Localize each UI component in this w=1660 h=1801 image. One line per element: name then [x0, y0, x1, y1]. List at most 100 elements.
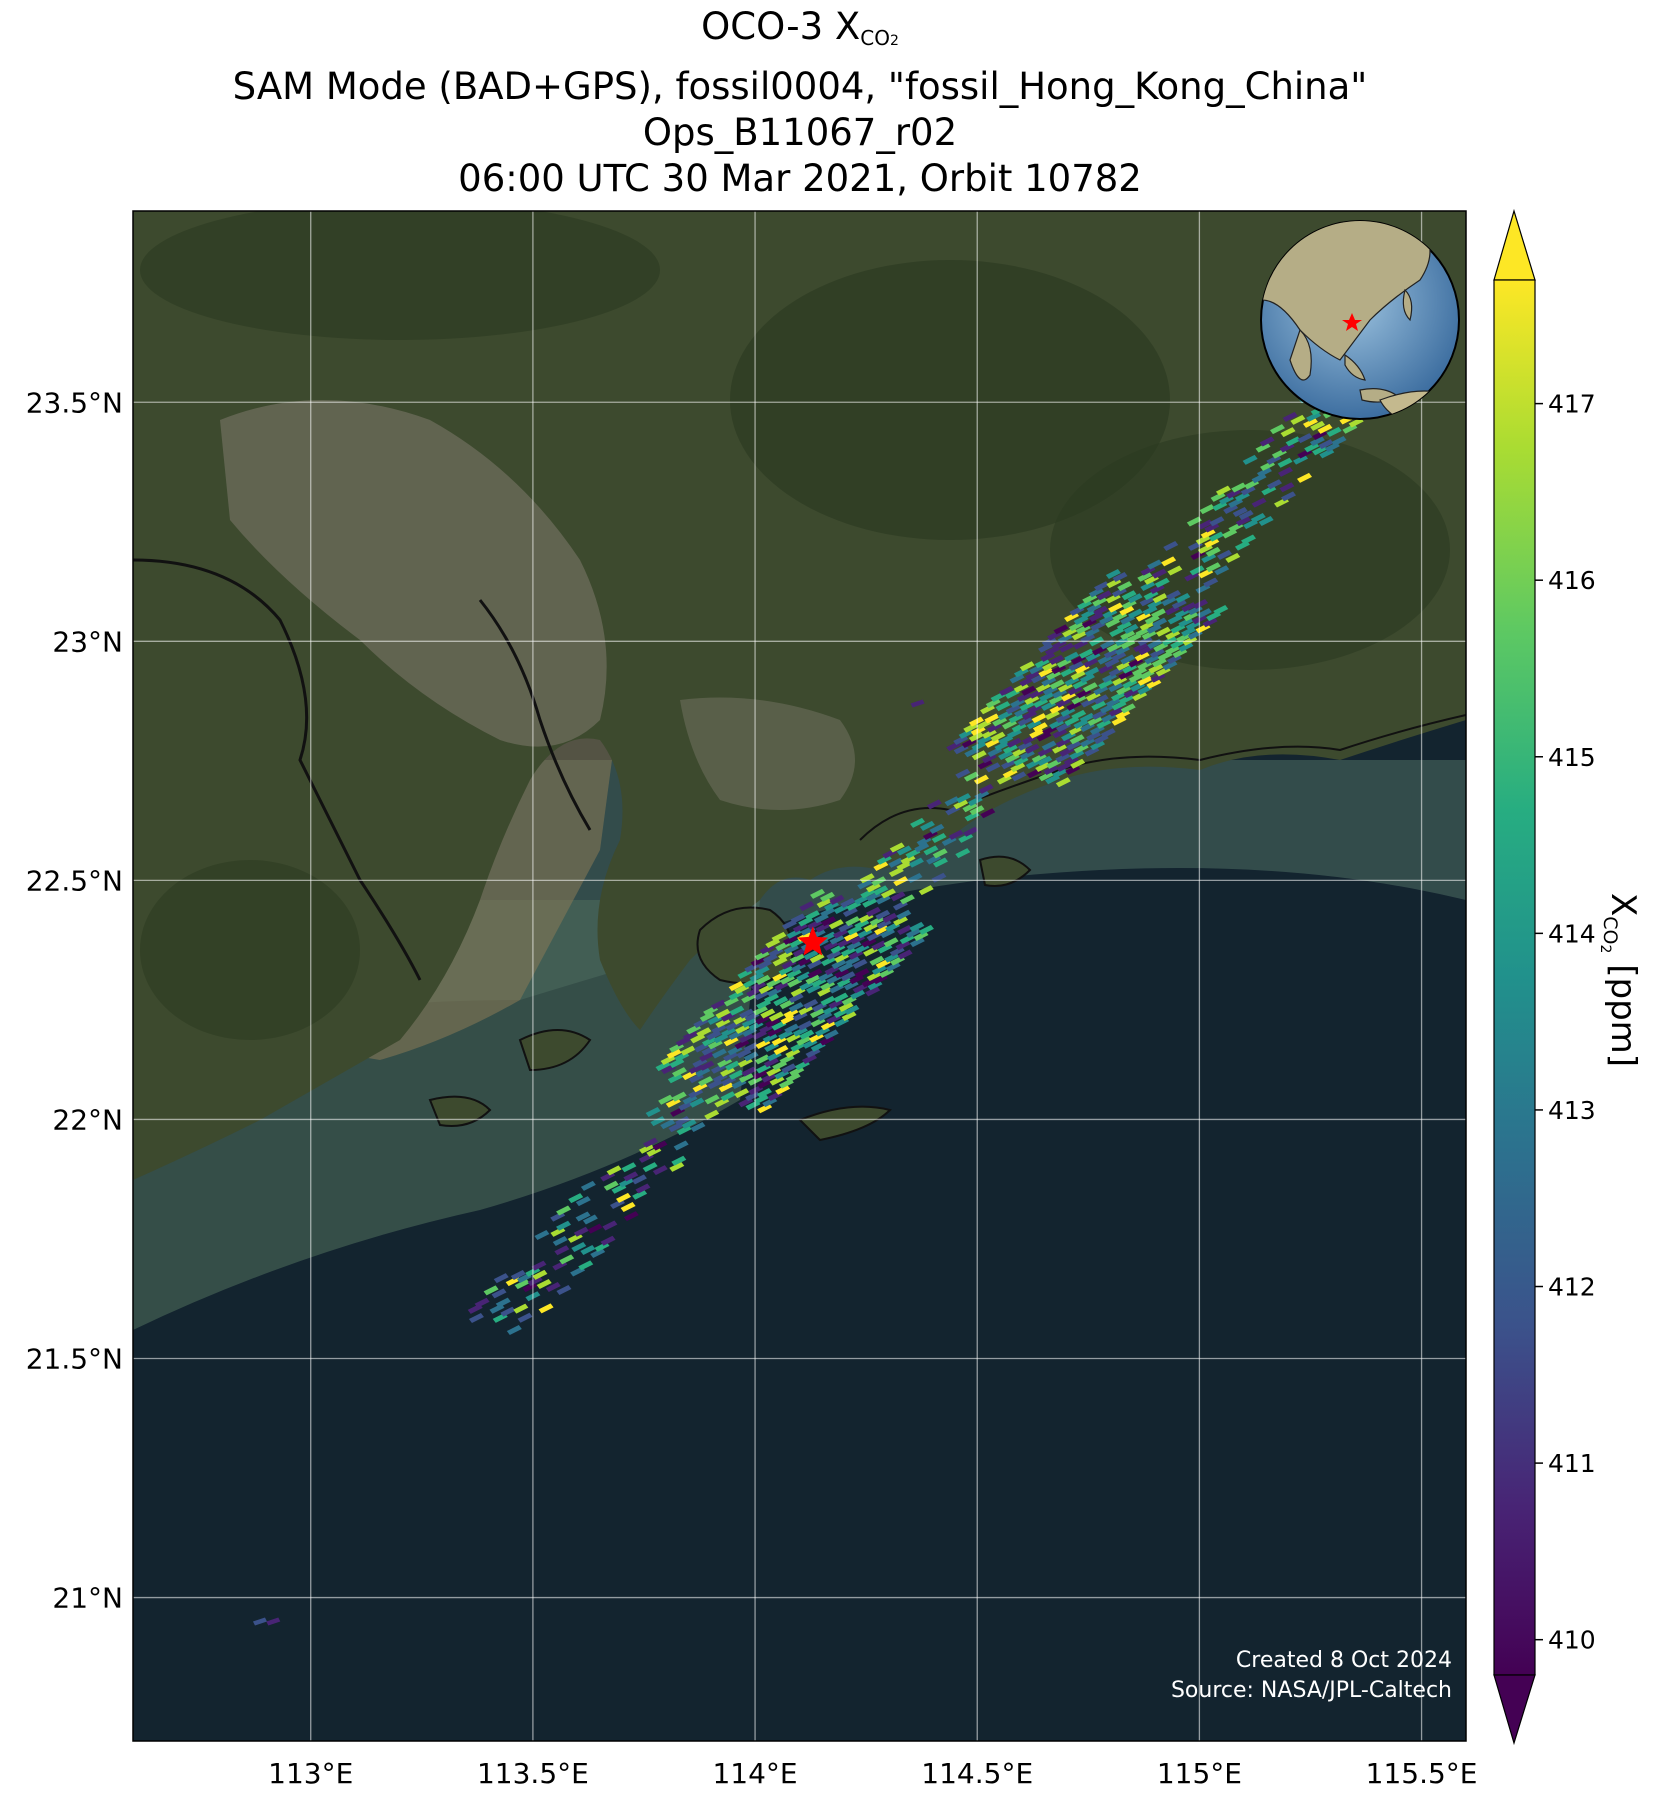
co2-footprint: [790, 913, 806, 924]
co2-footprint: [738, 1033, 754, 1044]
co2-footprint: [1035, 682, 1051, 693]
co2-footprint: [828, 919, 844, 930]
co2-footprint: [1223, 503, 1239, 514]
co2-footprint: [1029, 728, 1045, 739]
co2-footprint: [754, 990, 770, 1001]
co2-footprint: [1103, 648, 1119, 659]
co2-footprint: [728, 981, 744, 992]
co2-footprint: [753, 1094, 769, 1105]
co2-footprint: [741, 993, 757, 1004]
co2-footprint: [650, 1116, 666, 1127]
stray-footprints: [252, 699, 925, 1626]
co2-footprint: [1178, 617, 1194, 628]
co2-footprint: [1043, 765, 1059, 776]
co2-footprint: [1064, 612, 1080, 623]
co2-footprint: [1070, 758, 1086, 769]
co2-footprint: [914, 842, 930, 853]
co2-footprint: [824, 901, 840, 912]
co2-footprint: [1181, 626, 1197, 637]
co2-footprint: [1049, 654, 1065, 665]
co2-footprint: [723, 996, 739, 1007]
co2-footprint: [1019, 700, 1035, 711]
co2-footprint: [682, 1030, 698, 1041]
co2-footprint: [1044, 709, 1060, 720]
co2-footprint: [1079, 673, 1095, 684]
lon-tick-label: 114.5°E: [921, 1757, 1033, 1790]
co2-footprint: [1155, 626, 1171, 637]
co2-footprint: [556, 1284, 572, 1295]
co2-footprint: [826, 949, 842, 960]
co2-footprint: [616, 1192, 632, 1203]
co2-footprint: [704, 1094, 720, 1105]
co2-footprint: [723, 1036, 739, 1047]
globe-target-star: [1342, 313, 1362, 331]
co2-footprint: [1077, 599, 1093, 610]
co2-footprint: [1213, 604, 1229, 615]
co2-footprint: [1251, 473, 1267, 484]
co2-footprint: [1083, 657, 1099, 668]
co2-footprint: [587, 1223, 603, 1234]
co2-footprint: [749, 971, 765, 982]
co2-footprint: [875, 909, 891, 920]
co2-footprint: [821, 956, 837, 967]
co2-footprint: [806, 983, 822, 994]
co2-footprint: [1118, 669, 1134, 680]
co2-footprint: [1032, 722, 1048, 733]
co2-footprint: [985, 698, 1001, 709]
longitude-tick-labels: 113°E 113.5°E 114°E 114.5°E 115°E 115.5°E: [268, 1757, 1477, 1790]
co2-footprint: [652, 1140, 668, 1151]
co2-footprint: [1199, 504, 1215, 515]
co2-footprint: [568, 1193, 584, 1204]
co2-footprint: [880, 888, 896, 899]
co2-footprint: [852, 958, 868, 969]
co2-footprint: [1183, 611, 1199, 622]
co2-footprint: [666, 1048, 682, 1059]
co2-footprint: [1306, 411, 1322, 422]
co2-footprint: [910, 817, 926, 828]
co2-footprint: [767, 1026, 783, 1037]
co2-footprint: [964, 811, 980, 822]
co2-footprint: [820, 995, 836, 1006]
co2-footprint: [643, 1137, 659, 1148]
co2-footprint: [1139, 596, 1155, 607]
co2-footprint: [1348, 417, 1364, 428]
co2-footprint: [1161, 596, 1177, 607]
co2-footprint: [755, 974, 771, 985]
colorbar: 417 416 415 414 413 412 411 410 XCO2 [ppm]: [1493, 208, 1643, 1746]
co2-footprint: [671, 1067, 687, 1078]
created-credit: Created 8 Oct 2024: [1236, 1648, 1452, 1673]
co2-footprint: [763, 1057, 779, 1068]
co2-footprint: [897, 949, 913, 960]
co2-footprint: [575, 1196, 591, 1207]
co2-footprint: [554, 1245, 570, 1256]
co2-footprint: [1297, 472, 1313, 483]
co2-footprint: [1178, 641, 1194, 652]
co2-footprint: [844, 1004, 860, 1015]
co2-footprint: [701, 1036, 717, 1047]
co2-footprint: [792, 1026, 808, 1037]
co2-footprint: [1064, 651, 1080, 662]
co2-footprint: [1008, 713, 1024, 724]
co2-footprint: [552, 1236, 568, 1247]
co2-footprint: [873, 885, 889, 896]
co2-footprint: [1117, 581, 1133, 592]
co2-footprint: [888, 857, 904, 868]
co2-footprint: [867, 980, 883, 991]
co2-footprint: [792, 1011, 808, 1022]
co2-footprint: [845, 955, 861, 966]
gridlines: [133, 211, 1466, 1741]
co2-footprint: [857, 879, 873, 890]
co2-footprint: [1251, 497, 1267, 508]
co2-footprint: [1210, 491, 1226, 502]
co2-footprint: [995, 701, 1011, 712]
co2-footprint: [846, 940, 862, 951]
co2-footprint: [632, 1189, 648, 1200]
co2-footprint: [1093, 685, 1109, 696]
co2-footprint: [1111, 715, 1127, 726]
co2-footprint: [981, 728, 997, 739]
co2-footprint: [831, 959, 847, 970]
co2-footprint: [1100, 727, 1116, 738]
co2-footprint: [871, 964, 887, 975]
co2-footprint: [757, 1078, 773, 1089]
mountain-patch: [730, 260, 1170, 540]
